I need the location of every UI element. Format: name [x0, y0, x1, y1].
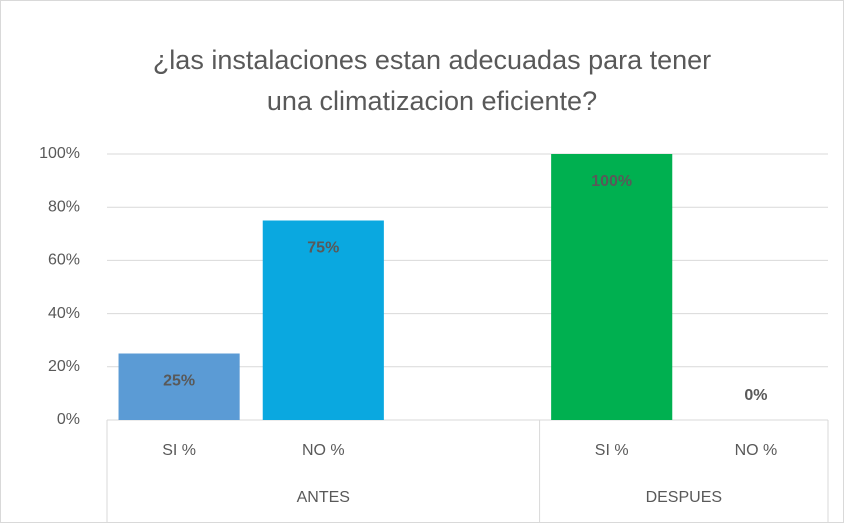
x-tick-label: SI %	[162, 442, 196, 459]
x-tick-label: NO %	[735, 442, 778, 459]
y-tick-label: 40%	[48, 305, 80, 322]
group-label: ANTES	[297, 489, 350, 506]
data-label: 0%	[744, 387, 767, 404]
bar	[551, 154, 673, 420]
data-label: 25%	[163, 373, 195, 390]
data-label: 100%	[591, 173, 632, 190]
x-tick-label: SI %	[595, 442, 629, 459]
data-label: 75%	[307, 240, 339, 257]
y-tick-label: 80%	[48, 198, 80, 215]
group-label: DESPUES	[646, 489, 722, 506]
y-tick-label: 100%	[39, 145, 80, 162]
y-tick-label: 20%	[48, 358, 80, 375]
y-tick-label: 60%	[48, 252, 80, 269]
x-tick-label: NO %	[302, 442, 345, 459]
y-tick-label: 0%	[57, 411, 80, 428]
bar	[262, 220, 384, 420]
chart-title: ¿las instalaciones estan adecuadas para …	[152, 45, 712, 116]
bar	[118, 353, 240, 420]
